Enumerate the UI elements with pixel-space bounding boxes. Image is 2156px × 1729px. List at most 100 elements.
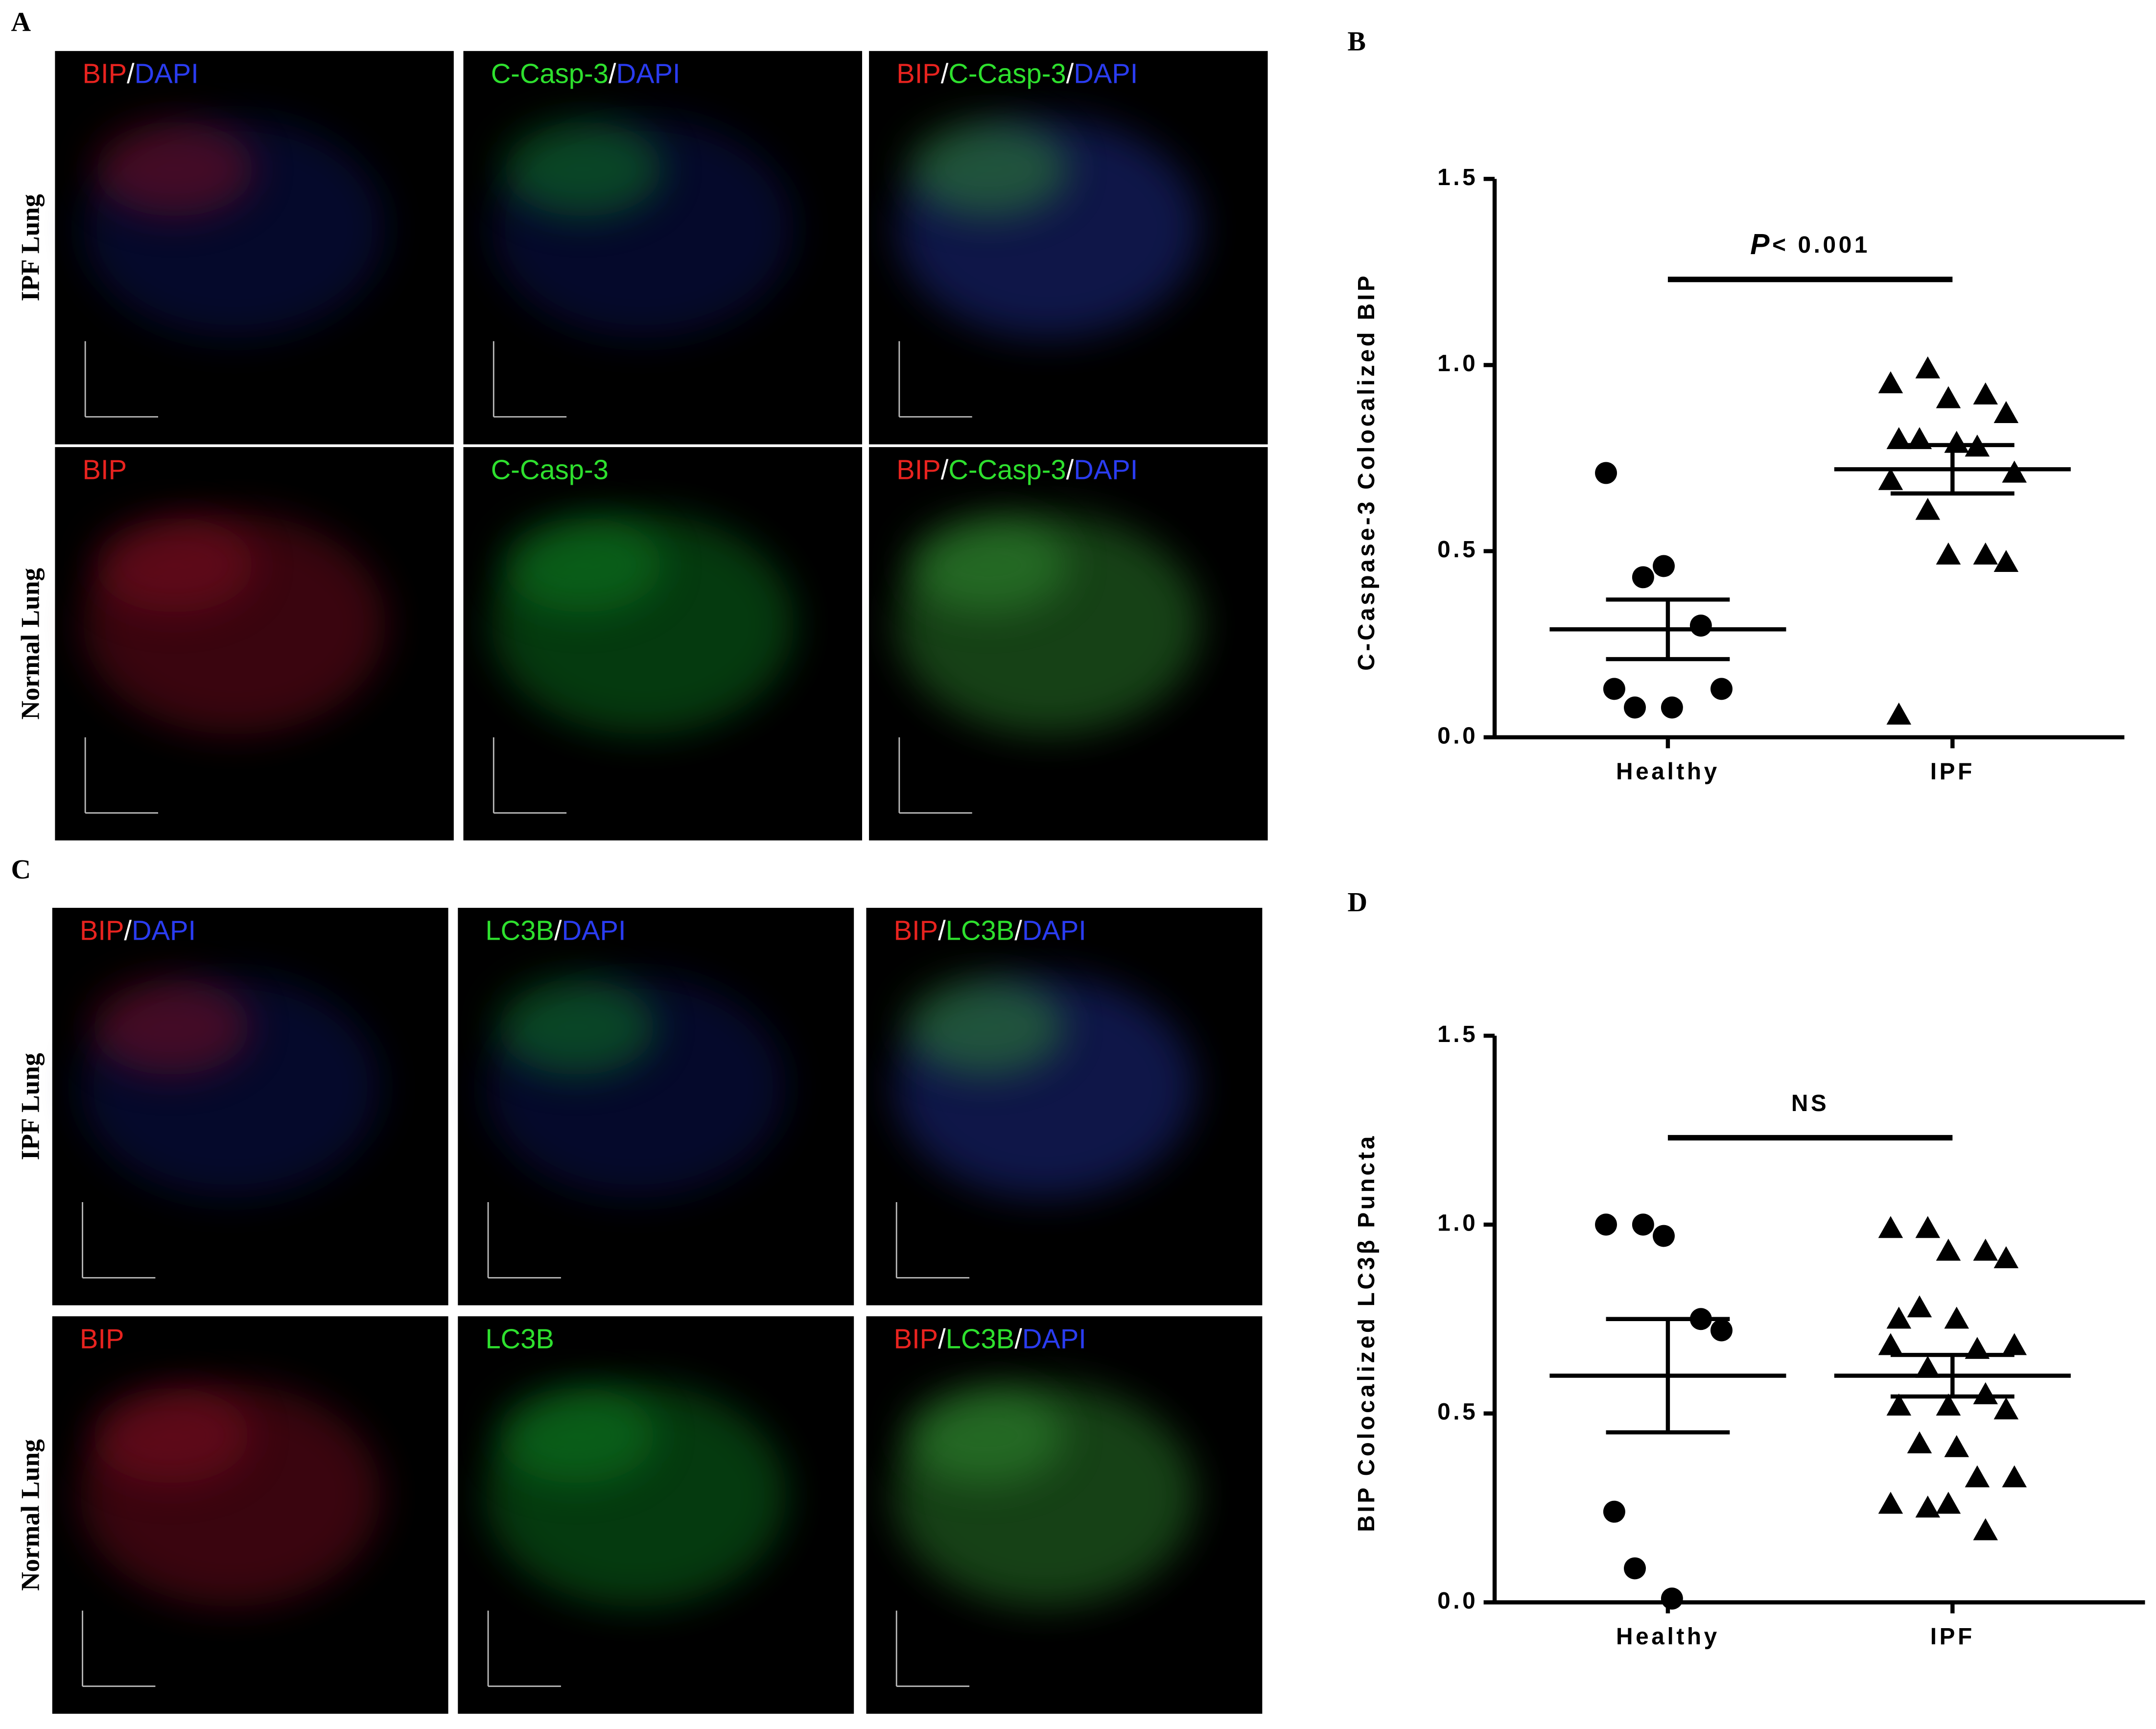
stain-name: C-Casp-3	[491, 58, 609, 89]
data-point	[1993, 1246, 2019, 1268]
stain-name: BIP	[80, 1324, 124, 1354]
tissue	[94, 121, 255, 216]
panel-label: B	[1348, 26, 1366, 57]
row-label: Normal Lung	[16, 1439, 45, 1591]
significance-label: P< 0.001	[1750, 229, 1870, 261]
stain-name: /	[1066, 454, 1074, 485]
data-point	[1944, 1435, 1969, 1457]
tissue	[94, 518, 255, 613]
y-tick-label: 0.0	[1437, 1588, 1478, 1614]
data-point	[1936, 1393, 1961, 1416]
data-point	[1595, 1213, 1617, 1236]
tissue	[503, 518, 663, 613]
data-point	[1878, 1216, 1903, 1238]
x-tick-label: IPF	[1930, 1624, 1975, 1650]
stain-name: DAPI	[135, 58, 199, 89]
data-point	[1944, 430, 1969, 453]
data-point	[1710, 678, 1733, 700]
stain-label: BIP	[83, 454, 127, 485]
data-point	[2002, 460, 2027, 483]
data-point	[1878, 468, 1903, 490]
data-point	[1973, 1238, 1998, 1261]
data-point	[1915, 356, 1941, 379]
stain-label: LC3B	[485, 1324, 554, 1354]
data-point	[1624, 696, 1646, 719]
x-tick-label: IPF	[1930, 758, 1975, 784]
stain-label: BIP/C-Casp-3/DAPI	[896, 454, 1138, 485]
y-axis-label: C-Caspase-3 Colocalized BIP	[1354, 273, 1380, 671]
stain-name: LC3B	[946, 915, 1014, 946]
data-point	[1973, 382, 1998, 404]
tissue	[503, 121, 663, 216]
stain-name: /	[1066, 58, 1074, 89]
stain-name: DAPI	[562, 915, 626, 946]
data-point	[1944, 1306, 1969, 1329]
panel-label: A	[11, 7, 31, 38]
stain-name: /	[941, 454, 949, 485]
tissue	[909, 121, 1069, 216]
p-value: NS	[1791, 1090, 1829, 1116]
data-point	[1689, 615, 1712, 637]
data-point	[2002, 1465, 2027, 1488]
data-point	[1653, 1225, 1675, 1247]
data-point	[1993, 550, 2019, 572]
stain-name: /	[124, 915, 132, 946]
row-label: Normal Lung	[16, 568, 45, 719]
p-symbol: P	[1750, 229, 1772, 261]
stain-name: DAPI	[1074, 454, 1138, 485]
tissue	[906, 1388, 1064, 1484]
data-point	[1973, 542, 1998, 565]
stain-name: DAPI	[1022, 1324, 1086, 1354]
data-point	[1632, 1213, 1654, 1236]
data-point	[1624, 1557, 1646, 1580]
data-point	[1603, 1500, 1625, 1523]
data-point	[1603, 678, 1625, 700]
tissue	[906, 979, 1064, 1075]
stain-name: /	[609, 58, 616, 89]
stain-label: BIP/C-Casp-3/DAPI	[896, 58, 1138, 89]
data-point	[1661, 696, 1683, 719]
stain-label: C-Casp-3/DAPI	[491, 58, 680, 89]
data-point	[1886, 1393, 1912, 1416]
x-tick-label: Healthy	[1616, 758, 1720, 784]
y-tick-label: 0.5	[1437, 1399, 1478, 1425]
data-point	[1965, 1465, 1990, 1488]
data-point	[1973, 1518, 1998, 1540]
stain-name: LC3B	[485, 1324, 554, 1354]
data-point	[1653, 555, 1675, 577]
data-point	[1886, 1306, 1912, 1329]
stain-name: C-Casp-3	[491, 454, 609, 485]
row-label: IPF Lung	[16, 1053, 45, 1160]
stain-label: BIP/LC3B/DAPI	[894, 915, 1086, 946]
data-point	[1936, 542, 1961, 565]
data-point	[1915, 1355, 1941, 1378]
data-point	[1915, 1495, 1941, 1518]
stain-name: BIP	[896, 454, 941, 485]
stain-name: LC3B	[485, 915, 554, 946]
stain-name: BIP	[894, 915, 938, 946]
tissue	[497, 979, 656, 1075]
stain-name: DAPI	[132, 915, 196, 946]
tissue	[497, 1388, 656, 1484]
stain-name: /	[127, 58, 135, 89]
tissue	[92, 979, 251, 1075]
tissue	[92, 1388, 251, 1484]
data-point	[1915, 1216, 1941, 1238]
stain-name: DAPI	[1022, 915, 1086, 946]
y-tick-label: 1.0	[1437, 1210, 1478, 1236]
panel-label: D	[1348, 887, 1368, 918]
stain-label: LC3B/DAPI	[485, 915, 626, 946]
data-point	[1878, 1333, 1903, 1355]
stain-name: BIP	[80, 915, 124, 946]
stain-name: /	[1014, 1324, 1022, 1354]
y-axis-label: BIP Colocalized LC3β Puncta	[1354, 1134, 1380, 1532]
data-point	[1936, 386, 1961, 408]
stain-name: C-Casp-3	[948, 454, 1066, 485]
y-tick-label: 0.5	[1437, 537, 1478, 563]
panel-label: C	[11, 854, 31, 885]
data-point	[1936, 1238, 1961, 1261]
data-point	[2002, 1333, 2027, 1355]
x-tick-label: Healthy	[1616, 1624, 1720, 1650]
y-tick-label: 1.0	[1437, 351, 1478, 377]
